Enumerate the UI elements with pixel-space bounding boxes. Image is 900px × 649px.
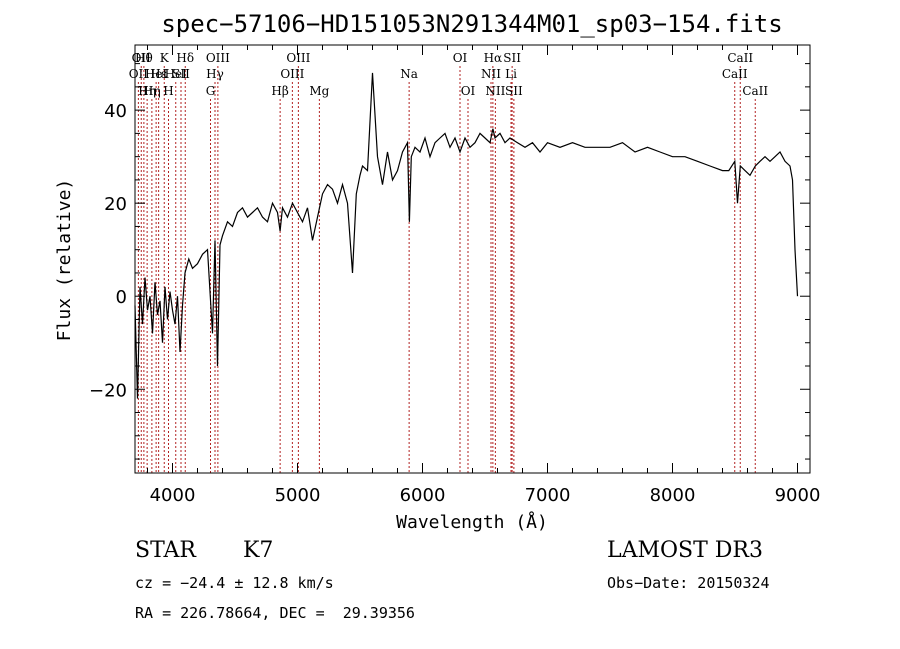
line-label-29: CaII — [727, 51, 753, 65]
line-label-7: K — [160, 51, 170, 65]
line-label-14: OIII — [206, 51, 230, 65]
x-axis: 4000 5000 6000 7000 8000 9000 — [147, 45, 821, 506]
line-label-19: Na — [400, 67, 418, 81]
survey-label: LAMOST DR3 — [607, 538, 763, 563]
line-label-22: NII — [481, 67, 501, 81]
plot-frame — [134, 44, 811, 474]
redshift-value: cz = −24.4 ± 12.8 km/s — [135, 574, 334, 592]
spectrum-line — [134, 72, 799, 399]
line-label-2: Hθ — [135, 51, 153, 65]
x-tick-label-0: 4000 — [150, 485, 196, 506]
coordinates: RA = 226.78664, DEC = 29.39356 — [135, 604, 415, 622]
x-axis-label: Wavelength (Å) — [396, 511, 548, 533]
line-label-23: Hα — [484, 51, 503, 65]
line-label-9: HeI — [165, 67, 188, 81]
line-label-11: Hδ — [176, 51, 194, 65]
line-label-17: OIII — [286, 51, 310, 65]
line-markers — [137, 66, 756, 473]
x-tick-label-4: 8000 — [650, 485, 696, 506]
line-label-21: OI — [461, 84, 476, 98]
line-label-0: OII — [129, 67, 149, 81]
line-label-18: Mg — [309, 84, 329, 98]
object-class: STAR — [135, 538, 196, 563]
line-label-1: OII — [132, 51, 152, 65]
line-label-30: CaII — [742, 84, 768, 98]
x-tick-label-1: 5000 — [275, 485, 321, 506]
line-label-10: SII — [172, 67, 190, 81]
x-tick-label-2: 6000 — [400, 485, 446, 506]
line-label-12: G — [206, 84, 216, 98]
x-tick-label-5: 9000 — [775, 485, 821, 506]
line-label-16: OIII — [280, 67, 304, 81]
line-label-3: Hη — [138, 84, 156, 98]
chart-title: spec−57106−HD151053N291344M01_sp03−154.f… — [161, 10, 782, 38]
y-tick-label-3: 40 — [104, 101, 127, 122]
line-label-28: CaII — [722, 67, 748, 81]
line-label-15: Hβ — [271, 84, 288, 98]
object-subclass: K7 — [243, 538, 274, 563]
y-tick-label-1: 0 — [116, 287, 127, 308]
line-label-20: OI — [453, 51, 468, 65]
y-axis: −20 0 20 40 — [89, 63, 810, 460]
line-label-13: Hγ — [206, 67, 224, 81]
line-label-25: Li — [505, 67, 517, 81]
y-tick-label-0: −20 — [89, 380, 127, 401]
obs-date: Obs−Date: 20150324 — [607, 574, 770, 592]
line-label-26: SII — [503, 51, 521, 65]
line-label-8: H — [163, 84, 173, 98]
line-label-27: SII — [505, 84, 523, 98]
line-label-5: HeI — [145, 67, 168, 81]
line-labels: OIIOIIHθHηHηHeIHεKHHeISIIHδGHγOIIIHβOIII… — [129, 51, 769, 98]
y-axis-label: Flux (relative) — [54, 179, 75, 342]
x-tick-label-3: 7000 — [525, 485, 571, 506]
y-tick-label-2: 20 — [104, 194, 127, 215]
line-label-24: NII — [485, 84, 505, 98]
line-label-4: Hη — [143, 84, 161, 98]
line-label-6: Hε — [150, 67, 167, 81]
